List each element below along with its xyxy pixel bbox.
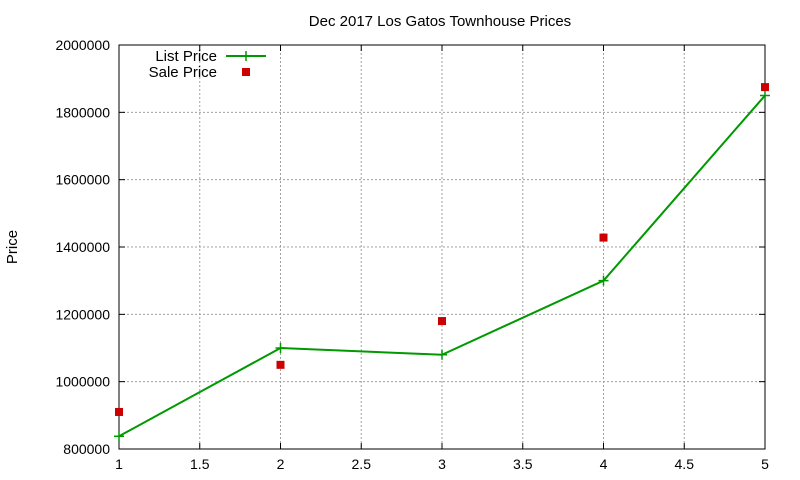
chart-title: Dec 2017 Los Gatos Townhouse Prices — [309, 13, 571, 30]
x-tick-label: 1.5 — [190, 456, 210, 472]
data-point-square — [599, 233, 608, 242]
x-tick-label: 3.5 — [513, 456, 533, 472]
data-point-plus — [760, 90, 770, 101]
legend-plus-marker — [241, 51, 251, 61]
y-axis-title: Price — [4, 230, 21, 264]
legend-square-marker — [242, 68, 250, 76]
y-tick-label: 800000 — [63, 441, 110, 457]
data-point-plus — [598, 275, 609, 286]
x-tick-label: 4 — [600, 456, 608, 472]
y-tick-label: 1600000 — [55, 172, 110, 188]
grid-layer — [119, 45, 765, 449]
axis-ticks: 1 1.5 2 2.5 3 3.5 4 4.5 5 800000 1000000 1200000 140… — [55, 37, 769, 472]
y-tick-label: 1800000 — [55, 104, 110, 120]
x-tick-label: 1 — [115, 456, 123, 472]
x-tick-label: 2 — [277, 456, 285, 472]
series-list-price — [114, 90, 770, 442]
data-point-plus — [114, 431, 124, 442]
series-layer — [114, 83, 770, 442]
data-point-square — [115, 407, 123, 416]
y-tick-label: 2000000 — [55, 37, 110, 53]
data-point-square — [761, 83, 769, 92]
legend-label: Sale Price — [149, 64, 217, 81]
x-tick-label: 5 — [761, 456, 769, 472]
data-point-square — [438, 317, 446, 326]
data-point-plus — [437, 349, 447, 360]
data-point-plus — [275, 343, 286, 353]
x-tick-label: 3 — [438, 456, 446, 472]
x-tick-label: 4.5 — [675, 456, 695, 472]
x-tick-label: 2.5 — [352, 456, 372, 472]
legend-label: List Price — [155, 48, 217, 65]
y-tick-label: 1400000 — [55, 239, 110, 255]
y-tick-label: 1200000 — [55, 306, 110, 322]
y-tick-label: 1000000 — [55, 374, 110, 390]
series-sale-price — [115, 83, 769, 416]
data-point-square — [276, 360, 285, 369]
